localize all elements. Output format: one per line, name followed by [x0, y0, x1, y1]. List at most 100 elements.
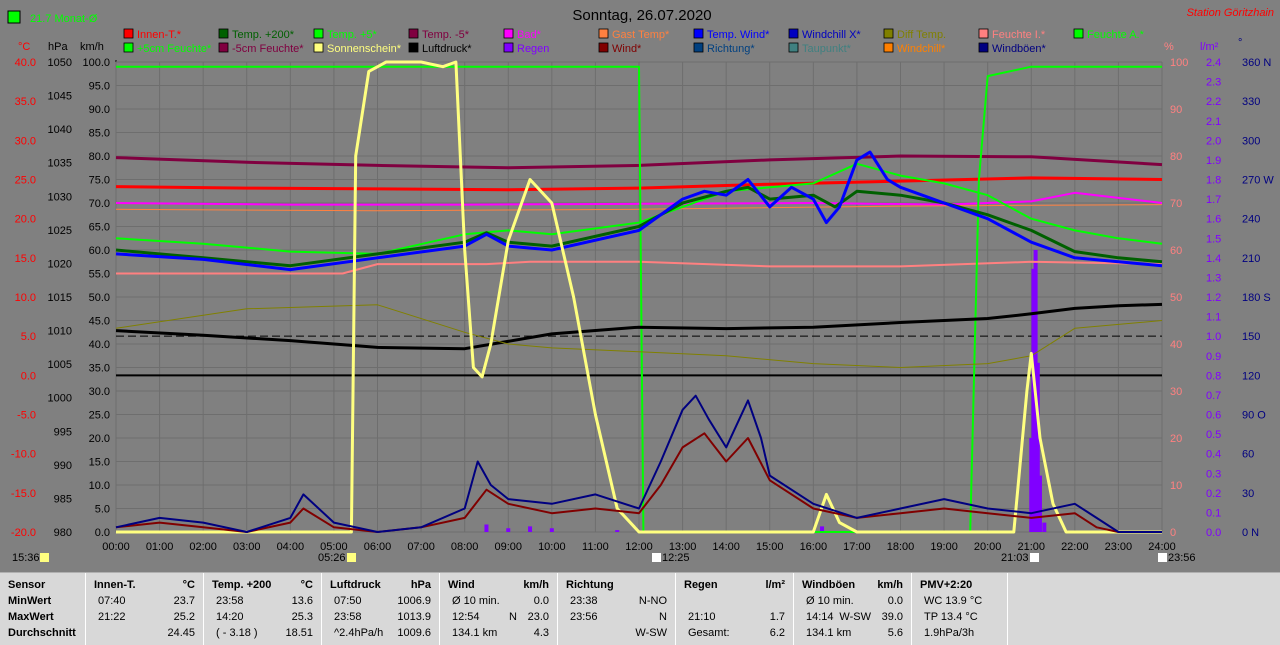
speed-tick-label: 100.0 — [82, 57, 110, 69]
footer-cell-value: 1013.9 — [397, 611, 431, 623]
x-tick-label: 20:00 — [974, 541, 1002, 553]
legend-label: Temp. +5* — [327, 29, 378, 41]
rain-tick-label: 1.1 — [1206, 312, 1221, 324]
chart-axes: 00:00 01:00 02:00 03:00 04:00 05:00 06:00 07:00… — [11, 57, 1274, 553]
footer-row: Ø 10 min. 0.0 — [794, 595, 911, 611]
footer-row: Durchschnitt — [0, 627, 85, 643]
rain-bar — [1031, 268, 1036, 532]
series-line-luftdruck — [115, 302, 1163, 351]
sunset-icon — [1030, 553, 1039, 562]
footer-cell-label: 23:56 — [570, 611, 598, 623]
footer-col-header: Sensor — [0, 579, 85, 595]
rain-bar — [615, 530, 620, 532]
legend-swatch — [978, 28, 989, 39]
legend-swatch — [598, 28, 609, 39]
rain-bar — [528, 526, 533, 532]
series-line-diff-temp — [115, 304, 1163, 368]
percent-tick-label: 80 — [1170, 151, 1182, 163]
footer-col-unit: l/m² — [765, 579, 785, 591]
rain-tick-label: 2.0 — [1206, 135, 1221, 147]
rain-tick-label: 1.3 — [1206, 272, 1221, 284]
rain-bar — [506, 528, 511, 532]
percent-tick-label: 70 — [1170, 198, 1182, 210]
footer-cell-label: 12:54 — [452, 611, 480, 623]
legend-swatch — [123, 28, 134, 39]
footer-col: Sensor MinWert MaxWert Durchschnitt — [0, 573, 86, 645]
legend-swatch — [408, 28, 419, 39]
series-line-innen-t — [115, 176, 1163, 192]
footer-cell-value: W-SW — [635, 627, 667, 639]
speed-tick-label: 0.0 — [95, 527, 110, 539]
footer-cell-label: WC 13.9 °C — [924, 595, 983, 607]
footer-row: 21:10 1.7 — [676, 611, 793, 627]
footer-row — [676, 595, 793, 611]
footer-cell-value: 24.45 — [167, 627, 195, 639]
speed-tick-label: 45.0 — [89, 316, 110, 328]
x-tick-label: 21:00 — [1017, 541, 1045, 553]
footer-cell-value: 1009.6 — [397, 627, 431, 639]
direction-tick-label: 150 — [1242, 331, 1260, 343]
marker-right-time: 23:56 — [1168, 552, 1196, 564]
legend-swatch — [313, 42, 324, 53]
footer-cell-label: Ø 10 min. — [452, 595, 500, 607]
speed-tick-label: 80.0 — [89, 151, 110, 163]
footer-cell-label: 14:14 — [806, 611, 834, 623]
direction-tick-label: 270 W — [1242, 175, 1274, 187]
temp-tick-label: -10.0 — [11, 449, 36, 461]
footer-row: ^2.4hPa/h 1009.6 — [322, 627, 439, 643]
chart-series — [115, 60, 1163, 534]
footer-row: 14:14 W-SW 39.0 — [794, 611, 911, 627]
rain-tick-label: 1.9 — [1206, 155, 1221, 167]
legend-label: Windchill X* — [802, 29, 861, 41]
rain-bar — [1029, 438, 1034, 532]
footer-row: Gesamt: 6.2 — [676, 627, 793, 643]
speed-tick-label: 85.0 — [89, 128, 110, 140]
direction-tick-label: 180 S — [1242, 292, 1271, 304]
footer-col-header: Regen l/m² — [676, 579, 793, 595]
rain-tick-label: 1.5 — [1206, 233, 1221, 245]
temp-tick-label: 10.0 — [15, 292, 36, 304]
footer-cell-label: 21:10 — [688, 611, 716, 623]
temp-tick-label: -5.0 — [17, 410, 36, 422]
legend-swatch — [408, 42, 419, 53]
direction-tick-label: 300 — [1242, 135, 1260, 147]
footer-row: 23:56 N — [558, 611, 675, 627]
footer-cell-value: 25.3 — [291, 611, 313, 623]
footer-cell-label: Durchschnitt — [8, 627, 76, 639]
footer-cell-value: 39.0 — [881, 611, 903, 623]
footer-cell-value: 25.2 — [173, 611, 195, 623]
series-line-bad — [115, 191, 1163, 206]
marker-noon: 12:25 — [662, 552, 690, 564]
series-line-feuchte-a — [116, 65, 1162, 533]
direction-tick-label: 90 O — [1242, 410, 1266, 422]
x-tick-label: 11:00 — [582, 541, 609, 553]
temp-tick-label: -15.0 — [11, 488, 36, 500]
footer-col-header: Luftdruck hPa — [322, 579, 439, 595]
speed-tick-label: 90.0 — [89, 104, 110, 116]
x-tick-label: 14:00 — [712, 541, 740, 553]
x-tick-label: 24:00 — [1148, 541, 1176, 553]
footer-cell-label: ^2.4hPa/h — [334, 627, 384, 639]
series-line-windb-en — [115, 394, 1162, 533]
rain-tick-label: 2.2 — [1206, 96, 1221, 108]
footer-col-header: Temp. +200 °C — [204, 579, 321, 595]
temp-tick-label: 25.0 — [15, 175, 36, 187]
temp-tick-label: 40.0 — [15, 57, 36, 69]
legend-swatch — [693, 28, 704, 39]
pressure-tick-label: 1020 — [48, 258, 72, 270]
x-tick-label: 06:00 — [364, 541, 392, 553]
legend-label: Diff Temp. — [897, 29, 946, 41]
speed-tick-label: 95.0 — [89, 81, 110, 93]
footer-col: PMV+2:20 WC 13.9 °C TP 13.4 °C 1.9hPa/3h — [912, 573, 1008, 645]
legend-swatch — [503, 28, 514, 39]
footer-cell-value: 0.0 — [533, 595, 549, 607]
marker-left-icon — [40, 553, 49, 562]
percent-tick-label: 40 — [1170, 339, 1182, 351]
direction-tick-label: 120 — [1242, 370, 1260, 382]
footer-col: Luftdruck hPa 07:50 1006.9 23:58 1013.9 ^2.4hP… — [322, 573, 440, 645]
speed-tick-label: 55.0 — [89, 269, 110, 281]
marker-right-icon — [1158, 553, 1167, 562]
percent-tick-label: 60 — [1170, 245, 1182, 257]
footer-cell-label: ( - 3.18 ) — [216, 627, 258, 639]
footer-col-header: Windböen km/h — [794, 579, 911, 595]
